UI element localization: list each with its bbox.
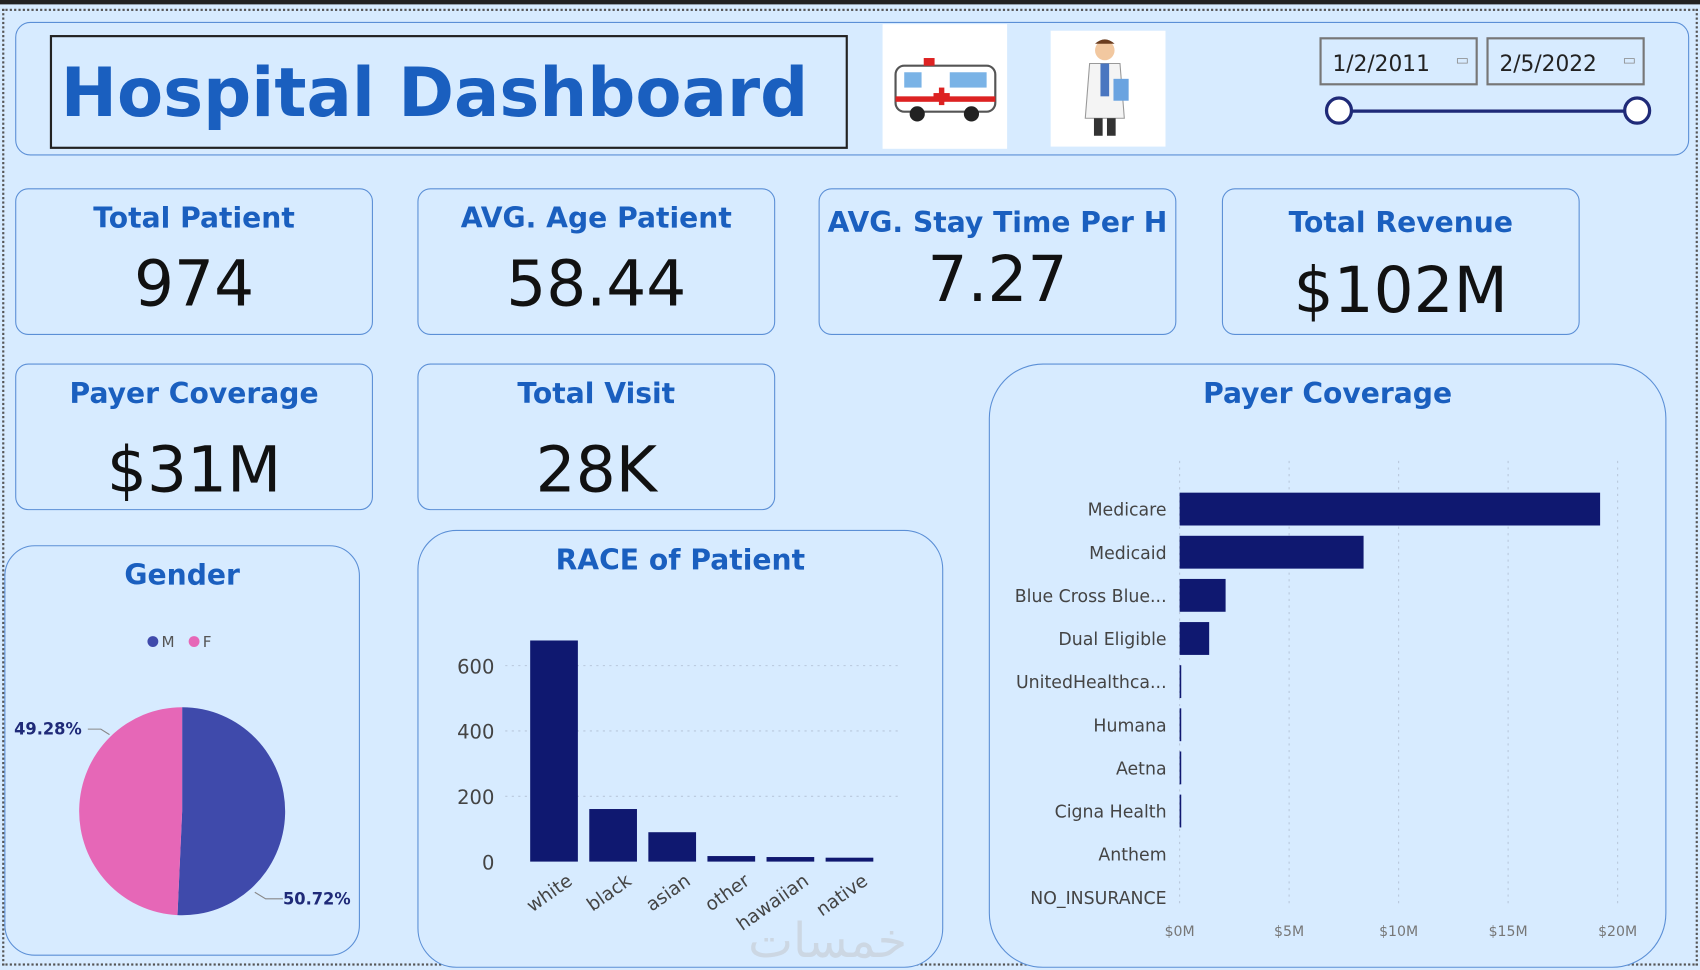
bar-native <box>825 857 874 862</box>
bar-hawaiian <box>766 857 815 862</box>
kpi-card: Payer Coverage $31M <box>15 363 373 511</box>
y-tick-label: 200 <box>457 786 494 809</box>
bar-medicaid <box>1179 535 1364 569</box>
doctor-icon <box>1050 30 1166 147</box>
bar-unitedhealthca- <box>1179 665 1182 699</box>
kpi-value: 58.44 <box>506 246 687 321</box>
kpi-label: Total Visit <box>517 377 676 411</box>
leader-line <box>254 891 283 900</box>
data-label-f: 49.28% <box>14 720 82 739</box>
x-tick-label: white <box>523 870 576 916</box>
bar-asian <box>648 832 697 862</box>
y-category-label: Blue Cross Blue... <box>1015 587 1167 607</box>
payer-chart-title: Payer Coverage <box>1203 377 1453 411</box>
y-category-label: Medicaid <box>1089 544 1166 564</box>
y-category-label: NO_INSURANCE <box>1030 889 1166 909</box>
bar-medicare <box>1179 492 1601 526</box>
kpi-label: Total Patient <box>93 202 295 236</box>
kpi-card: Total Patient 974 <box>15 188 373 336</box>
slider-end-handle[interactable] <box>1623 96 1652 125</box>
kpi-card: AVG. Age Patient 58.44 <box>417 188 776 336</box>
gender-title: Gender <box>124 559 240 593</box>
kpi-value: $102M <box>1293 252 1508 328</box>
y-category-label: Anthem <box>1098 846 1166 866</box>
gender-card: Gender M F 50.72% 49.28% <box>4 545 360 956</box>
kpi-value: $31M <box>106 432 282 507</box>
x-tick-label: $5M <box>1274 924 1304 940</box>
end-date-value: 2/5/2022 <box>1499 50 1597 77</box>
bar-aetna <box>1179 751 1182 785</box>
x-tick-label: $10M <box>1379 924 1418 940</box>
kpi-card: AVG. Stay Time Per H 7.27 <box>818 188 1177 336</box>
x-tick-label: black <box>583 870 635 916</box>
legend-marker-f <box>188 636 200 648</box>
y-category-label: Humana <box>1093 716 1166 736</box>
kpi-value: 7.27 <box>927 241 1068 317</box>
pie-slice-f <box>79 707 183 916</box>
page-title: Hospital Dashboard <box>60 52 809 133</box>
data-label-m: 50.72% <box>283 889 351 908</box>
x-tick-label: $20M <box>1598 924 1637 940</box>
kpi-value: 974 <box>134 246 255 321</box>
payer-bar-chart: $0M $5M $10M $15M $20M Medicare Medicaid Blue C… <box>1015 460 1637 940</box>
race-card: RACE of Patient 0 200 400 600 white black asia… <box>417 529 944 968</box>
calendar-icon[interactable]: ▭ <box>1455 52 1470 69</box>
legend-label-m: M <box>162 633 175 651</box>
title-box: Hospital Dashboard <box>49 35 848 149</box>
payer-card: Payer Coverage $0M $5M $10M $15M $20M Medicar… <box>988 363 1667 968</box>
legend-label-f: F <box>203 633 212 651</box>
start-date-input[interactable]: 1/2/2011 ▭ <box>1319 37 1478 86</box>
kpi-label: AVG. Age Patient <box>460 202 732 236</box>
y-tick-label: 600 <box>457 655 494 678</box>
x-tick-label: $0M <box>1165 924 1195 940</box>
y-category-label: UnitedHealthca... <box>1016 673 1167 693</box>
kpi-label: AVG. Stay Time Per H <box>827 206 1168 240</box>
legend-marker-m <box>147 636 159 648</box>
kpi-card: Total Revenue $102M <box>1221 188 1580 336</box>
calendar-icon[interactable]: ▭ <box>1622 52 1637 69</box>
x-tick-label: $15M <box>1489 924 1528 940</box>
kpi-label: Total Revenue <box>1288 206 1513 240</box>
leader-line <box>87 728 110 736</box>
bar-other <box>707 856 756 862</box>
kpi-label: Payer Coverage <box>69 377 319 411</box>
watermark: خمسات <box>748 913 908 969</box>
x-tick-label: asian <box>642 870 694 916</box>
slider-start-handle[interactable] <box>1324 96 1354 125</box>
y-category-label: Cigna Health <box>1055 803 1167 823</box>
pie-slice-m <box>177 707 286 916</box>
bar-humana <box>1179 708 1182 742</box>
y-tick-label: 0 <box>482 851 494 874</box>
bar-cigna-health <box>1179 794 1182 828</box>
date-slider-track[interactable] <box>1340 109 1640 113</box>
start-date-value: 1/2/2011 <box>1332 50 1430 77</box>
bar-dual-eligible <box>1179 622 1210 655</box>
end-date-input[interactable]: 2/5/2022 ▭ <box>1486 37 1645 86</box>
ambulance-icon <box>882 24 1008 149</box>
y-tick-label: 400 <box>457 721 494 744</box>
y-category-label: Dual Eligible <box>1058 630 1166 650</box>
gender-pie-chart: M F 50.72% 49.28% <box>14 633 351 916</box>
y-category-label: Medicare <box>1088 501 1167 521</box>
kpi-card: Total Visit 28K <box>417 363 776 511</box>
bar-blue-cross-blue- <box>1179 578 1226 612</box>
bar-white <box>530 640 578 862</box>
y-category-label: Aetna <box>1116 759 1167 779</box>
bar-black <box>589 809 637 862</box>
race-title: RACE of Patient <box>555 544 806 577</box>
kpi-value: 28K <box>535 432 657 507</box>
